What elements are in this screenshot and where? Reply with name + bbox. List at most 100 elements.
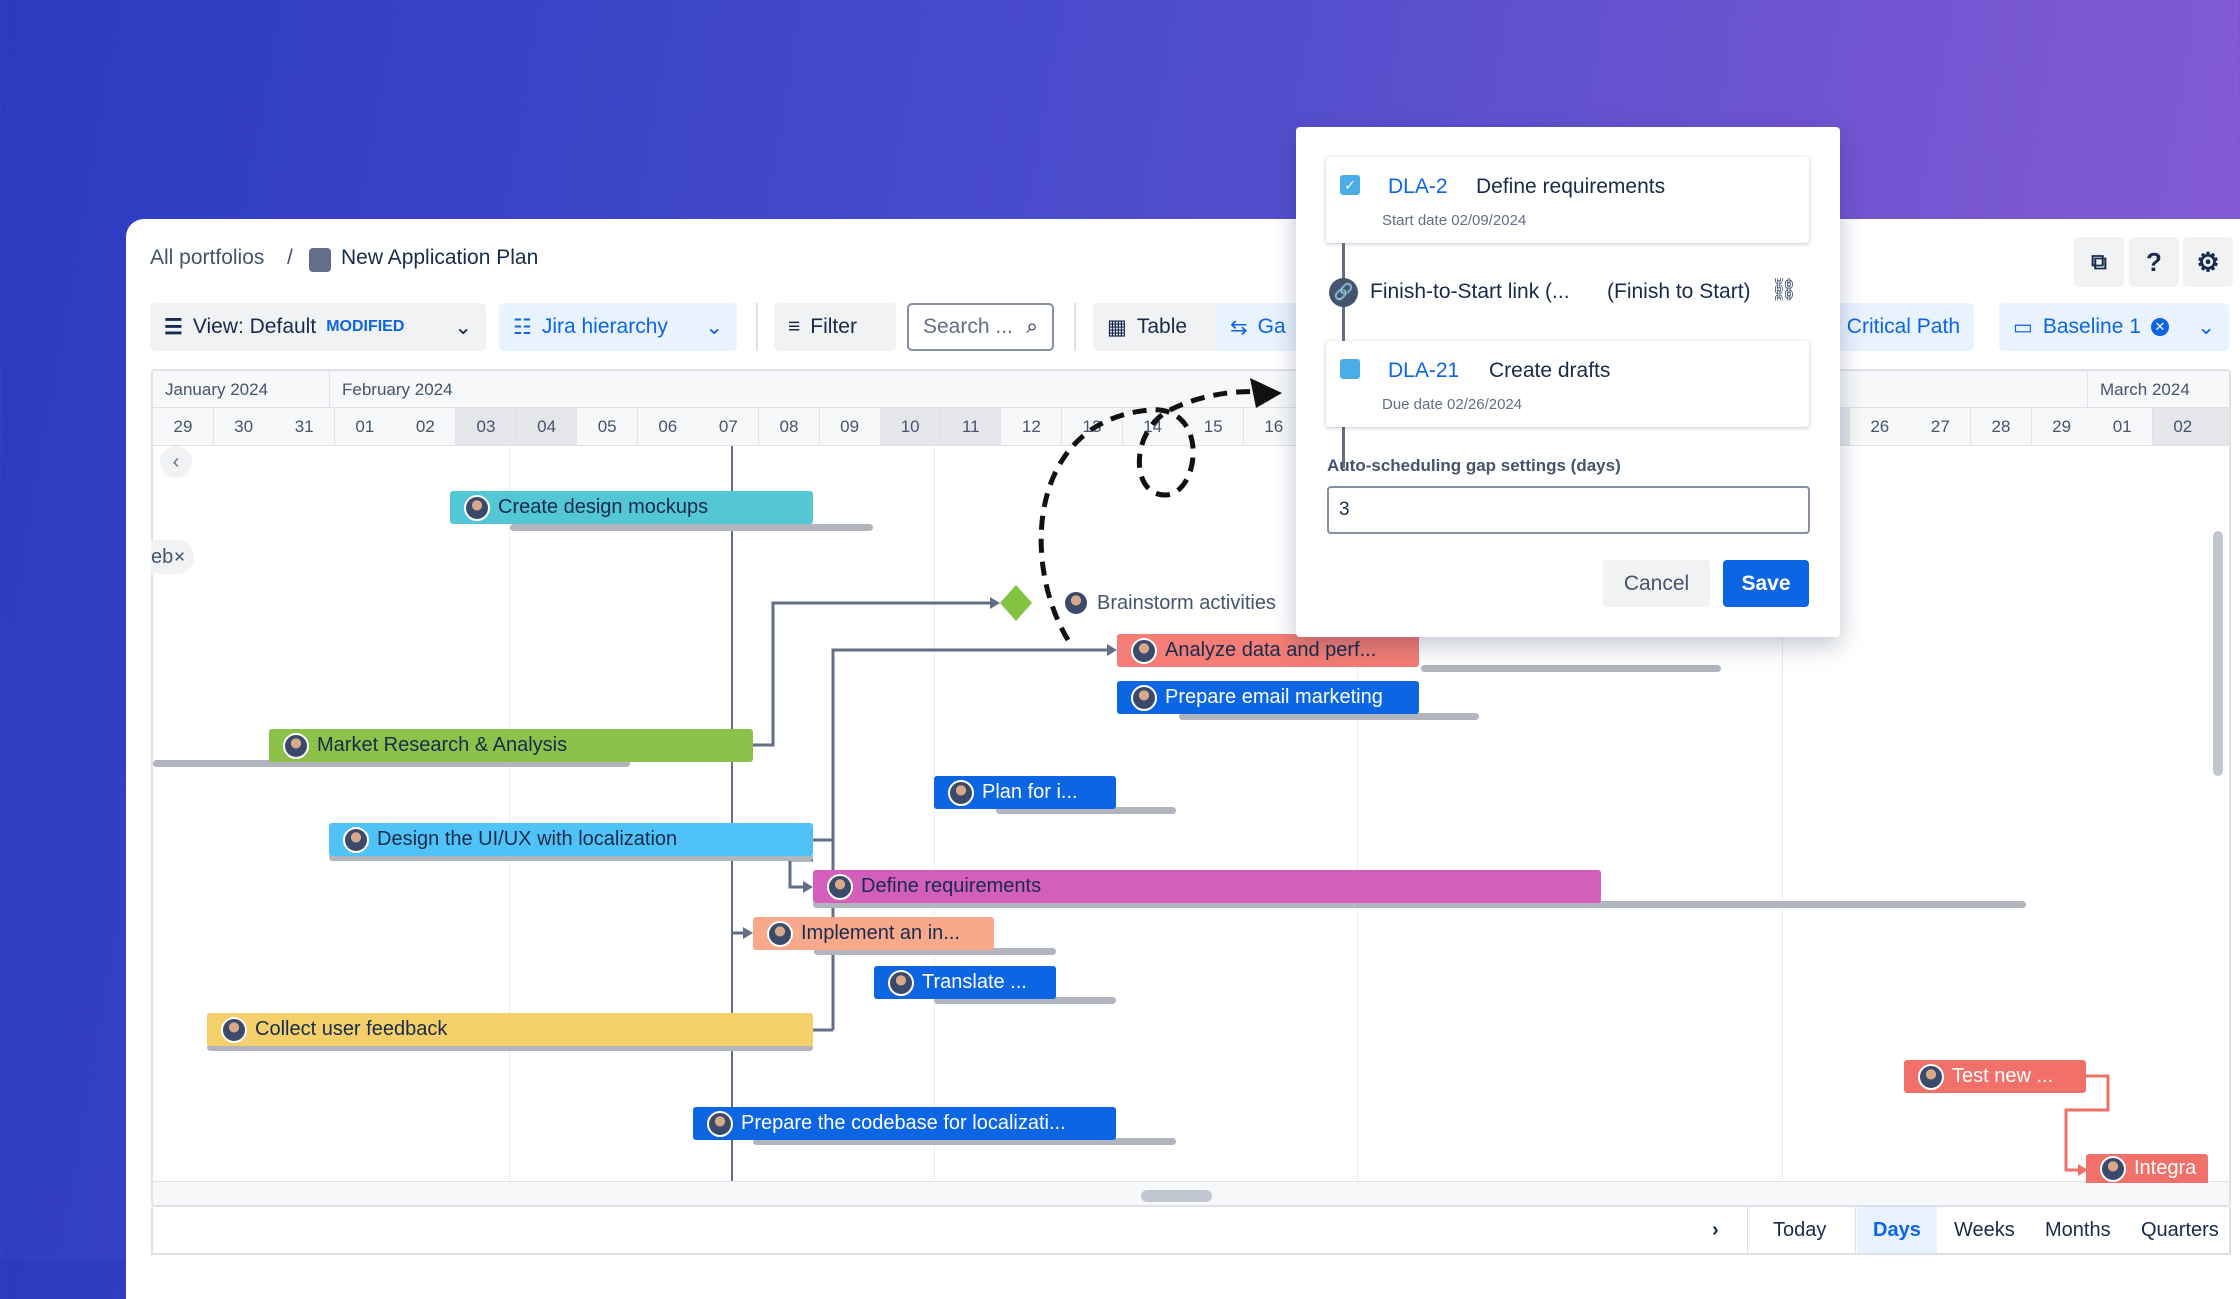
modified-badge: MODIFIED	[326, 318, 405, 335]
scale-months[interactable]: Months	[2045, 1218, 2111, 1241]
baseline-icon: ▭	[2013, 315, 2033, 339]
search-input[interactable]: Search ... ⌕	[907, 303, 1054, 351]
hierarchy-button[interactable]: ☷ Jira hierarchy ⌄	[499, 303, 737, 351]
day-cell: 10	[880, 408, 942, 446]
gap-days-input[interactable]	[1327, 486, 1810, 534]
baseline-bar	[814, 948, 1056, 955]
issue-key[interactable]: DLA-2	[1388, 175, 1448, 198]
target-issue-card[interactable]: DLA-21 Create drafts Due date 02/26/2024	[1326, 341, 1809, 427]
milestone-label[interactable]: Brainstorm activities	[1063, 590, 1276, 616]
table-label: Table	[1136, 315, 1188, 338]
help-button[interactable]: ?	[2129, 237, 2179, 287]
avatar	[2100, 1155, 2126, 1182]
task-bar[interactable]: Define requirements	[813, 870, 1601, 903]
task-bar[interactable]: Test new ...	[1904, 1060, 2086, 1093]
dependency-link[interactable]	[788, 858, 813, 889]
day-cell: 31	[274, 408, 336, 446]
task-label: Integra	[2134, 1157, 2197, 1179]
scale-weeks[interactable]: Weeks	[1954, 1218, 2015, 1241]
baseline-button[interactable]: ▭ Baseline 1 ✕ ⌄	[1999, 303, 2229, 351]
day-cell: 05	[577, 408, 639, 446]
divider	[1074, 303, 1076, 351]
baseline-label: Baseline 1	[2042, 315, 2141, 338]
task-bar[interactable]: Translate ...	[874, 966, 1056, 999]
baseline-bar	[996, 807, 1176, 814]
clear-baseline-icon[interactable]: ✕	[2150, 318, 2169, 336]
view-button[interactable]: ☰ View: Default MODIFIED ⌄	[150, 303, 486, 351]
avatar	[343, 826, 369, 853]
offscreen-task-tag[interactable]: eb ✕	[151, 540, 194, 574]
day-cell: 02	[2152, 408, 2214, 446]
day-cell: 03	[456, 408, 517, 446]
task-label: Design the UI/UX with localization	[377, 828, 678, 850]
task-bar[interactable]: Implement an in...	[753, 917, 994, 950]
week-gridline	[1782, 446, 1783, 1181]
task-bar[interactable]: Integra	[2086, 1154, 2208, 1183]
task-label: Analyze data and perf...	[1165, 639, 1377, 661]
task-bar[interactable]: Collect user feedback	[207, 1013, 813, 1046]
today-button[interactable]: Today	[1773, 1218, 1827, 1241]
preview-button[interactable]: ⧉	[2074, 237, 2124, 287]
task-bar[interactable]: Market Research & Analysis	[269, 729, 753, 762]
save-button[interactable]: Save	[1723, 560, 1809, 607]
subtask-icon	[1340, 359, 1360, 379]
task-label: Test new ...	[1952, 1065, 2054, 1087]
day-cell: 07	[698, 408, 760, 446]
avatar	[707, 1110, 733, 1137]
gantt-view-button[interactable]: ⇆ Ga	[1216, 303, 1306, 351]
breadcrumb-all-portfolios[interactable]: All portfolios	[150, 246, 265, 269]
day-cell: 14	[1122, 408, 1184, 446]
unlink-icon[interactable]: ⛓	[1770, 277, 1798, 302]
task-label: Create design mockups	[498, 496, 709, 518]
task-checkbox-icon: ✓	[1340, 175, 1360, 195]
task-bar[interactable]: Prepare email marketing	[1117, 681, 1419, 714]
link-label: Finish-to-Start link (...	[1370, 280, 1570, 303]
hierarchy-label: Jira hierarchy	[541, 315, 668, 338]
avatar	[1131, 684, 1157, 711]
horizontal-scrollbar[interactable]	[1141, 1190, 1212, 1202]
cancel-button[interactable]: Cancel	[1603, 560, 1710, 607]
divider	[756, 303, 758, 351]
scale-quarters[interactable]: Quarters	[2141, 1218, 2219, 1241]
task-bar[interactable]: Analyze data and perf...	[1117, 634, 1419, 667]
task-bar[interactable]: Prepare the codebase for localizati...	[693, 1107, 1116, 1140]
milestone-diamond[interactable]	[1000, 585, 1032, 621]
settings-button[interactable]: ⚙	[2183, 237, 2233, 287]
day-cell: 09	[819, 408, 881, 446]
filter-button[interactable]: ≡ Filter	[774, 303, 896, 351]
arrowhead-icon	[2078, 1164, 2088, 1176]
day-cell: 27	[1910, 408, 1972, 446]
table-view-button[interactable]: ▦ Table	[1093, 303, 1216, 351]
week-gridline	[509, 446, 510, 1181]
week-gridline	[1357, 446, 1358, 1181]
avatar	[221, 1016, 247, 1043]
breadcrumb-plan[interactable]: New Application Plan	[341, 246, 539, 269]
task-label: Implement an in...	[801, 922, 960, 944]
task-bar[interactable]: Plan for i...	[934, 776, 1116, 809]
dependency-link[interactable]	[2064, 1074, 2110, 1172]
issue-key[interactable]: DLA-21	[1388, 359, 1460, 382]
task-bar[interactable]: Design the UI/UX with localization	[329, 823, 813, 856]
baseline-bar	[813, 901, 2026, 908]
source-issue-card[interactable]: ✓ DLA-2 Define requirements Start date 0…	[1326, 157, 1809, 243]
day-cell: 16	[1243, 408, 1305, 446]
day-cell: 02	[395, 408, 457, 446]
task-label: Prepare the codebase for localizati...	[741, 1112, 1066, 1134]
collapse-chevron-icon[interactable]: ‹	[160, 446, 192, 478]
scale-days[interactable]: Days	[1857, 1207, 1937, 1253]
divider	[1747, 1207, 1748, 1253]
scroll-next-button[interactable]: ›	[1712, 1218, 1719, 1241]
task-label: Brainstorm activities	[1097, 591, 1276, 614]
issue-title: Create drafts	[1489, 359, 1611, 382]
vertical-scrollbar[interactable]	[2213, 531, 2223, 776]
dependency-link[interactable]	[753, 601, 992, 747]
issue-date: Start date 02/09/2024	[1382, 212, 1527, 229]
avatar	[767, 920, 793, 947]
task-bar[interactable]: Create design mockups	[450, 491, 813, 524]
issue-title: Define requirements	[1476, 175, 1666, 198]
baseline-bar	[1421, 665, 1721, 672]
day-cell: 04	[516, 408, 578, 446]
dependency-popup: ✓ DLA-2 Define requirements Start date 0…	[1296, 127, 1840, 637]
month-label: March 2024	[2088, 371, 2229, 408]
divider	[1855, 1207, 1856, 1253]
